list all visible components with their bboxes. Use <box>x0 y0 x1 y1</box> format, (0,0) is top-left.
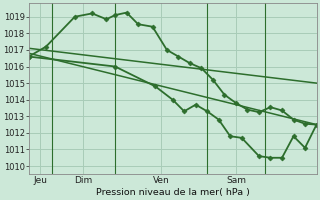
X-axis label: Pression niveau de la mer( hPa ): Pression niveau de la mer( hPa ) <box>96 188 250 197</box>
